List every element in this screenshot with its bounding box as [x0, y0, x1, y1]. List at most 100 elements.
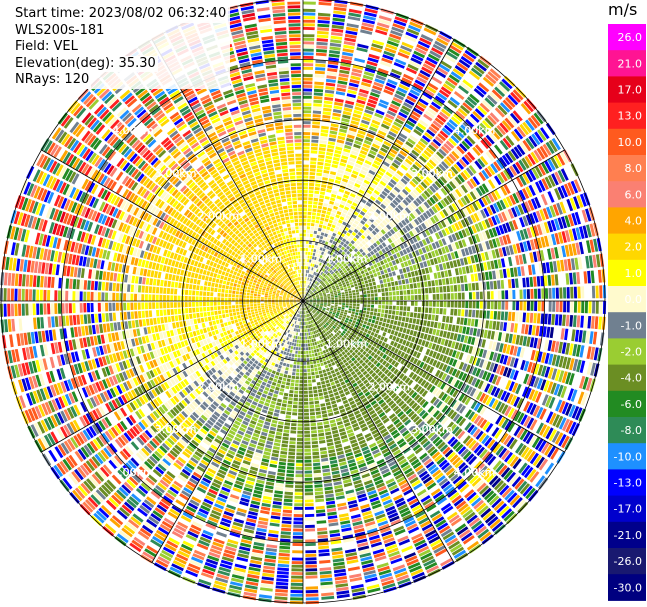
gate [272, 449, 280, 454]
gate [551, 137, 561, 151]
gate [407, 562, 421, 570]
gate [327, 68, 338, 73]
gate [355, 309, 359, 313]
gate [498, 247, 504, 258]
gate [478, 82, 490, 93]
gate [424, 562, 438, 571]
gate [470, 413, 479, 423]
gate [360, 367, 366, 373]
gate [522, 241, 529, 252]
gate [336, 332, 340, 336]
gate [321, 457, 329, 462]
gate [318, 150, 326, 155]
gate [346, 323, 351, 328]
gate [553, 154, 563, 168]
gate [508, 333, 513, 344]
gate [356, 379, 362, 385]
gate [412, 318, 417, 324]
gate [400, 444, 409, 451]
gate [507, 279, 512, 289]
gate [312, 451, 320, 456]
gate [352, 520, 363, 527]
gate [373, 285, 377, 290]
gate [381, 57, 393, 64]
gate [382, 499, 393, 506]
gate [361, 257, 366, 262]
gate [575, 344, 581, 357]
gate [295, 347, 299, 351]
gate [289, 437, 296, 441]
gate [325, 271, 329, 275]
gate [351, 346, 356, 351]
gate [411, 571, 425, 580]
gate [374, 301, 378, 305]
gate [319, 295, 323, 298]
gate [514, 205, 521, 217]
gate [346, 341, 351, 346]
gate [516, 346, 522, 357]
gate [313, 249, 317, 253]
gate [336, 261, 341, 266]
gate [356, 217, 362, 222]
gate [529, 471, 540, 483]
gate [314, 367, 318, 372]
gate [370, 92, 380, 98]
gate [310, 368, 315, 372]
gate [366, 189, 373, 195]
gate [278, 552, 290, 557]
gate [400, 351, 406, 358]
gate [523, 289, 527, 299]
gate [338, 513, 349, 518]
gate [306, 300, 309, 301]
gate [313, 275, 316, 279]
gate [582, 376, 589, 390]
gate [488, 149, 497, 159]
gate [305, 302, 308, 305]
gate [365, 314, 370, 318]
gate [343, 322, 347, 326]
gate [330, 540, 342, 545]
gate [336, 222, 342, 227]
gate [498, 464, 508, 476]
gate [438, 478, 449, 487]
gate [319, 318, 323, 322]
gate [314, 318, 318, 321]
gate [347, 288, 352, 291]
gate [310, 274, 313, 278]
gate [525, 277, 530, 288]
gate [344, 291, 349, 294]
gate [323, 303, 327, 305]
gate [531, 133, 541, 146]
gate [370, 265, 375, 270]
gate [286, 466, 295, 470]
gate [314, 326, 318, 330]
gate [346, 137, 354, 143]
gate [364, 452, 372, 459]
gate [312, 342, 315, 346]
gate [521, 202, 528, 214]
gate [303, 16, 316, 20]
gate [377, 196, 384, 203]
gate [356, 295, 360, 298]
gate [450, 472, 460, 482]
gate [573, 301, 578, 313]
gate [373, 348, 378, 353]
gate [397, 87, 408, 94]
gate [328, 522, 339, 527]
gate [321, 335, 325, 339]
gate [505, 196, 513, 207]
gate [346, 274, 350, 278]
gate [348, 310, 352, 314]
gate [345, 215, 351, 220]
gate [484, 117, 495, 128]
gate [482, 394, 490, 404]
gate [475, 502, 487, 513]
gate [316, 169, 323, 173]
gate [381, 242, 387, 248]
gate [348, 462, 357, 468]
gate [422, 212, 429, 220]
gate [464, 247, 470, 256]
gate [303, 394, 309, 398]
gate [358, 496, 368, 503]
gate [420, 95, 431, 103]
